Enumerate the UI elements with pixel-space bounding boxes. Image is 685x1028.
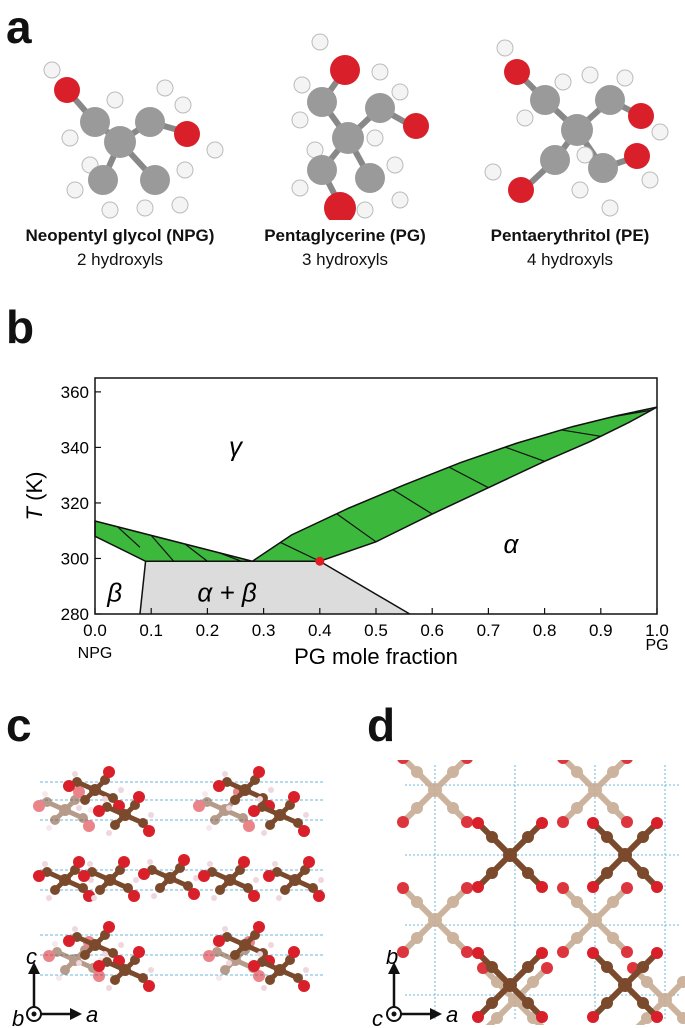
y-tick-label: 280 — [61, 605, 89, 624]
beta-solvus-line — [139, 561, 147, 615]
y-tick-label: 360 — [61, 383, 89, 402]
axis-label-c: c — [372, 1006, 383, 1028]
y-tick-label: 320 — [61, 494, 89, 513]
pe-ball-stick-model — [484, 39, 669, 217]
x-tick-label: 0.4 — [308, 621, 332, 640]
axis-label-a: a — [86, 1002, 98, 1027]
x-end-label-pg: PG — [645, 637, 668, 654]
tie-line — [392, 489, 433, 515]
molecule-pg: Pentaglycerine (PG) 3 hydroxyls — [240, 30, 450, 280]
axis-label-c: c — [26, 950, 37, 969]
region-label-alpha-beta: α + β — [197, 578, 256, 608]
y-axis-label: T (K) — [22, 472, 47, 521]
data-point-marker — [315, 556, 325, 566]
x-tick-label: 0.3 — [252, 621, 276, 640]
axis-label-b: b — [386, 950, 398, 969]
phase-diagram-chart: 0.0 0.1 0.2 0.3 0.4 0.5 0.6 0.7 0.8 0.9 1.0 280 300 3… — [22, 377, 669, 669]
panel-label-d: d — [367, 699, 396, 751]
b-axis-arrow-icon — [388, 962, 400, 974]
out-of-plane-icon — [31, 1011, 37, 1017]
npg-ball-stick-model — [43, 61, 224, 219]
x-tick-label: 0.1 — [139, 621, 163, 640]
axes-indicator-c: c a b — [12, 950, 98, 1028]
molecule-name: Pentaerythritol (PE) — [490, 226, 650, 245]
molecule-hydroxyl-count: 4 hydroxyls — [527, 250, 613, 269]
tie-line — [505, 446, 545, 462]
molecule-npg: Neopentyl glycol (NPG) 2 hydroxyls — [15, 30, 225, 280]
tie-line — [336, 513, 377, 543]
crystal-structure-d — [395, 760, 685, 1025]
tie-line — [280, 541, 321, 562]
y-tick-label: 300 — [61, 549, 89, 568]
y-axis-label-symbol: T — [22, 505, 47, 520]
tie-line — [150, 534, 175, 562]
a-axis-arrow-icon — [70, 1008, 82, 1020]
x-end-label-npg: NPG — [78, 645, 113, 662]
axes-indicator-d: b a c — [372, 950, 458, 1028]
panel-label-c: c — [6, 699, 32, 751]
out-of-plane-icon — [391, 1011, 397, 1017]
tie-line — [448, 466, 489, 489]
axis-label-b: b — [12, 1006, 24, 1028]
gamma-alpha-two-phase-region — [249, 406, 658, 562]
pg-ball-stick-model — [291, 33, 429, 224]
x-tick-label: 0.7 — [477, 621, 501, 640]
tie-line — [184, 543, 208, 562]
a-axis-arrow-icon — [430, 1008, 442, 1020]
c-axis-arrow-icon — [28, 962, 40, 974]
x-tick-label: 0.6 — [420, 621, 444, 640]
tie-line — [218, 552, 242, 562]
panel-label-a: a — [6, 1, 32, 53]
molecule-pe: Pentaerythritol (PE) 4 hydroxyls — [465, 30, 675, 280]
axis-label-a: a — [446, 1002, 458, 1027]
molecule-hydroxyl-count: 2 hydroxyls — [77, 250, 163, 269]
alpha-beta-region — [139, 561, 410, 614]
region-label-gamma: γ — [229, 432, 244, 462]
molecule-name: Neopentyl glycol (NPG) — [25, 226, 215, 245]
alpha-solvus-line — [319, 560, 411, 615]
panel-label-b: b — [6, 301, 35, 353]
molecule-hydroxyl-count: 3 hydroxyls — [302, 250, 388, 269]
x-tick-label: 0.5 — [364, 621, 388, 640]
x-axis-label: PG mole fraction — [294, 644, 458, 669]
x-tick-label: 0.9 — [589, 621, 613, 640]
y-tick-label: 340 — [61, 438, 89, 457]
crystal-structure-c — [15, 760, 335, 1025]
x-tick-label: 0.8 — [533, 621, 557, 640]
molecule-name: Pentaglycerine (PG) — [264, 226, 426, 245]
x-tick-label: 0.0 — [83, 621, 107, 640]
region-label-beta: β — [106, 578, 122, 608]
tie-line — [611, 409, 652, 418]
x-tick-label: 0.2 — [196, 621, 220, 640]
x-tick-label: 1.0 — [645, 621, 669, 640]
tie-line — [117, 526, 141, 548]
y-axis-label-unit: (K) — [22, 472, 47, 507]
region-label-alpha: α — [503, 529, 519, 559]
tie-line — [561, 429, 601, 437]
